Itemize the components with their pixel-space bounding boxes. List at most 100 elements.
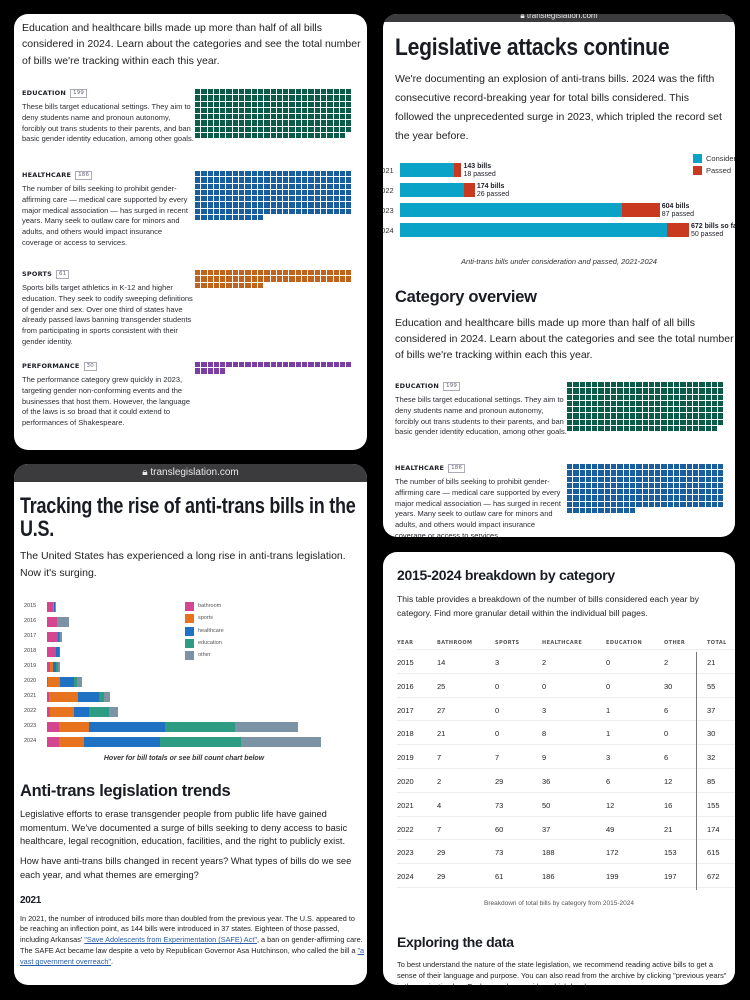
waffle-square (333, 114, 339, 120)
column-header[interactable]: EDUCATION (606, 640, 643, 646)
sports-segment[interactable] (49, 707, 75, 717)
waffle-square (667, 413, 674, 419)
waffle-square (220, 215, 226, 221)
other-segment[interactable] (57, 617, 70, 627)
sports-segment[interactable] (48, 692, 79, 702)
column-header[interactable]: TOTAL (707, 640, 727, 646)
table-cell: 12 (664, 777, 673, 786)
column-header[interactable]: BATHROOM (437, 640, 473, 646)
waffle-square (251, 189, 257, 196)
waffle-square (655, 476, 661, 482)
overreach-link[interactable]: "a vast government overreach" (20, 946, 365, 967)
bathroom-segment[interactable] (47, 647, 56, 657)
passed-bar[interactable] (453, 163, 462, 177)
considered-bar[interactable] (400, 203, 623, 217)
other-segment[interactable] (57, 662, 61, 672)
bathroom-segment[interactable] (47, 632, 59, 642)
sports-segment[interactable] (58, 737, 84, 747)
considered-bar[interactable] (400, 183, 464, 197)
sports-segment[interactable] (49, 662, 53, 672)
healthcare-segment[interactable] (88, 722, 166, 732)
waffle-square (226, 208, 232, 215)
waffle-square (585, 382, 592, 388)
bathroom-segment[interactable] (47, 707, 50, 717)
sports-segment[interactable] (58, 722, 89, 732)
bathroom-segment[interactable] (47, 662, 50, 672)
category-education: EDUCATION 199 These bills target education… (395, 382, 735, 438)
waffle-square (623, 394, 629, 400)
sports-segment[interactable] (52, 602, 54, 612)
healthcare-segment[interactable] (59, 677, 75, 687)
education-segment[interactable] (98, 692, 104, 702)
bathroom-segment[interactable] (47, 692, 49, 702)
healthcare-segment[interactable] (55, 647, 59, 657)
waffle-square (195, 189, 201, 196)
passed-bar[interactable] (463, 183, 475, 197)
education-segment[interactable] (74, 677, 77, 687)
healthcare-segment[interactable] (52, 662, 57, 672)
bathroom-segment[interactable] (47, 602, 53, 612)
healthcare-segment[interactable] (53, 602, 55, 612)
waffle-square (648, 476, 655, 482)
bathroom-segment[interactable] (47, 677, 48, 687)
column-header[interactable]: OTHER (664, 640, 686, 646)
waffle-square (207, 114, 213, 120)
table-cell: 61 (495, 872, 504, 882)
waffle-square (629, 476, 636, 482)
waffle-square (201, 171, 207, 177)
waffle-square (320, 276, 327, 282)
other-segment[interactable] (54, 602, 56, 612)
waffle-square (661, 407, 667, 413)
column-header[interactable]: HEALTHCARE (542, 640, 583, 646)
waffle-square (655, 501, 661, 508)
waffle-square (686, 470, 692, 476)
waffle-square (674, 394, 680, 400)
other-segment[interactable] (76, 677, 82, 687)
table-cell: 1 (606, 729, 611, 739)
category-description: The number of bills seeking to prohibit … (22, 184, 188, 247)
education-segment[interactable] (89, 707, 110, 717)
healthcare-segment[interactable] (78, 692, 99, 702)
table-cell: 37 (542, 824, 551, 834)
passed-bar[interactable] (667, 223, 689, 237)
education-segment[interactable] (159, 737, 241, 747)
other-segment[interactable] (103, 692, 111, 702)
sports-segment[interactable] (47, 677, 60, 687)
waffle-square (320, 101, 327, 107)
column-header[interactable]: YEAR (397, 640, 414, 646)
waffle-square (699, 501, 705, 508)
other-segment[interactable] (59, 632, 63, 642)
url-bar[interactable]: 🔒︎ translegislation.com (383, 14, 735, 22)
bathroom-segment[interactable] (47, 617, 58, 627)
waffle-square (598, 501, 604, 508)
bathroom-segment[interactable] (47, 737, 59, 747)
considered-bar[interactable] (400, 163, 454, 177)
healthcare-segment[interactable] (83, 737, 160, 747)
passed-bar[interactable] (622, 203, 660, 217)
column-header[interactable]: SPORTS (495, 640, 520, 646)
waffle-square (327, 362, 333, 368)
other-segment[interactable] (109, 707, 118, 717)
waffle-square (245, 126, 251, 133)
waffle-square (718, 476, 724, 482)
waffle-square (592, 400, 598, 407)
healthcare-segment[interactable] (58, 632, 60, 642)
waffle-square (195, 196, 201, 202)
education-segment[interactable] (56, 662, 58, 672)
waffle-square (201, 208, 207, 215)
url-bar[interactable]: 🔒︎ translegislation.com (14, 464, 367, 482)
legend-swatch (693, 166, 702, 175)
waffle-square (674, 495, 680, 501)
waffle-square (264, 183, 270, 189)
bathroom-segment[interactable] (47, 722, 59, 732)
waffle-square (642, 388, 648, 394)
safe-act-link[interactable]: "Save Adolescents from Experimentation (… (84, 935, 257, 945)
other-segment[interactable] (235, 722, 298, 732)
considered-bar[interactable] (400, 223, 668, 237)
waffle-square (283, 101, 289, 107)
healthcare-segment[interactable] (74, 707, 90, 717)
education-segment[interactable] (165, 722, 236, 732)
waffle-square (598, 482, 604, 489)
other-segment[interactable] (240, 737, 322, 747)
waffle-square (686, 426, 692, 432)
